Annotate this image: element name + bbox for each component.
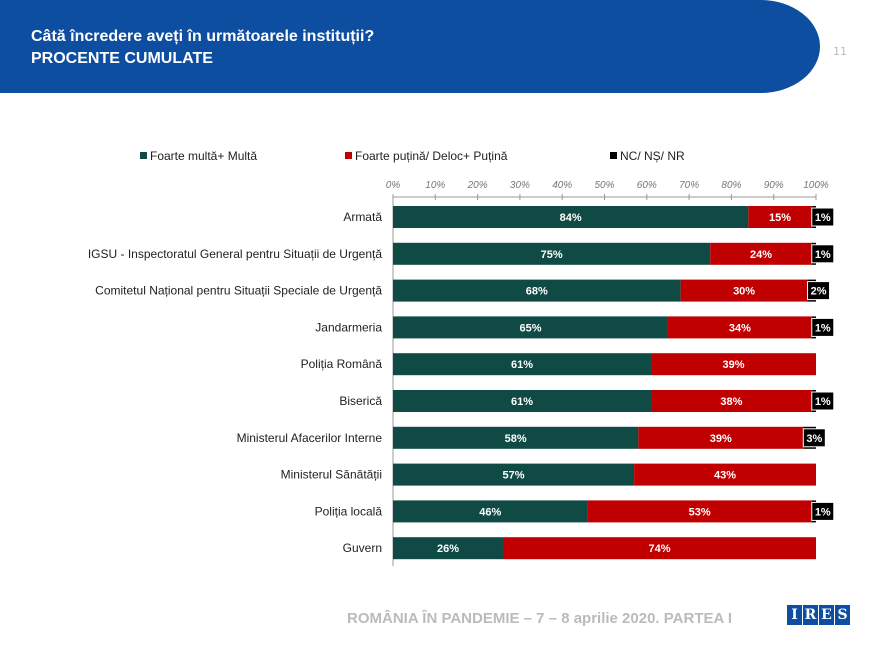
data-label: 75% xyxy=(541,249,563,261)
bar-segment xyxy=(502,537,816,560)
data-label: 57% xyxy=(503,470,525,482)
data-label: 46% xyxy=(479,506,501,518)
legend-label: Foarte multă+ Multă xyxy=(150,149,258,163)
data-label: 58% xyxy=(505,433,527,445)
title-line1: Câtă încredere aveți în următoarele inst… xyxy=(31,28,375,45)
logo-letter: E xyxy=(819,605,834,625)
bar-segment xyxy=(393,537,503,560)
data-label: 39% xyxy=(722,359,744,371)
bar-segment xyxy=(393,426,639,449)
data-label-box xyxy=(811,207,835,227)
data-label: 1% xyxy=(815,249,831,261)
bar-segment xyxy=(587,500,812,523)
page-title: Câtă încredere aveți în următoarele inst… xyxy=(31,26,374,70)
data-label-box xyxy=(811,501,835,521)
x-tick-label: 30% xyxy=(510,180,530,191)
legend-item: Foarte multă+ Multă xyxy=(140,149,257,163)
category-label: Guvern xyxy=(343,541,382,555)
category-label: Poliția Română xyxy=(301,357,383,371)
logo-letter: R xyxy=(803,605,818,625)
x-tick-label: 50% xyxy=(594,180,614,191)
legend-swatch xyxy=(345,152,352,159)
bar-segment xyxy=(393,316,668,339)
x-tick-label: 20% xyxy=(467,180,488,191)
data-label: 74% xyxy=(648,543,670,555)
data-label: 53% xyxy=(689,506,711,518)
bar-segment xyxy=(393,242,711,265)
x-tick-label: 100% xyxy=(803,180,829,191)
x-tick-label: 90% xyxy=(764,180,784,191)
logo-letter: S xyxy=(835,605,850,625)
logo-letter: I xyxy=(787,605,802,625)
legend-label: Foarte puțină/ Deloc+ Puțină xyxy=(355,149,508,163)
legend-item: Foarte puțină/ Deloc+ Puțină xyxy=(345,149,507,163)
data-label: 84% xyxy=(560,212,582,224)
x-tick-label: 60% xyxy=(637,180,657,191)
bar-segment xyxy=(393,206,749,228)
data-label: 2% xyxy=(811,286,827,298)
bar-segment xyxy=(393,500,588,523)
data-label: 3% xyxy=(806,433,822,445)
bar-segment xyxy=(651,390,812,412)
legend-label: NC/ NȘ/ NR xyxy=(620,149,685,163)
data-label-box xyxy=(811,244,835,264)
bar-segment xyxy=(680,279,808,302)
data-label-box xyxy=(811,391,835,411)
bar-segment xyxy=(393,390,652,412)
data-label: 26% xyxy=(437,543,459,555)
data-label: 68% xyxy=(526,286,548,298)
x-tick-label: 10% xyxy=(425,180,445,191)
data-label: 39% xyxy=(710,433,732,445)
footer-text: ROMÂNIA ÎN PANDEMIE – 7 – 8 aprilie 2020… xyxy=(347,610,733,627)
bar-segment xyxy=(393,463,635,486)
data-label: 15% xyxy=(769,212,791,224)
bar-segment xyxy=(710,242,812,265)
data-label: 43% xyxy=(714,470,736,482)
data-label-box xyxy=(807,281,831,301)
data-label: 1% xyxy=(815,212,831,224)
x-tick-label: 0% xyxy=(386,180,401,191)
category-label: Comitetul Național pentru Situații Speci… xyxy=(95,284,382,298)
data-label: 24% xyxy=(750,249,772,261)
header-banner xyxy=(0,0,820,93)
legend-swatch xyxy=(610,152,617,159)
data-label: 38% xyxy=(720,396,742,408)
category-label: Ministerul Sănătății xyxy=(281,468,382,482)
category-label: Ministerul Afacerilor Interne xyxy=(237,431,383,445)
data-label: 61% xyxy=(511,396,533,408)
bar-segment xyxy=(651,353,816,376)
data-label: 1% xyxy=(815,396,831,408)
data-label: 1% xyxy=(815,506,831,518)
data-label: 30% xyxy=(733,286,755,298)
legend-swatch xyxy=(140,152,147,159)
bar-segment xyxy=(667,316,812,339)
legend-item: NC/ NȘ/ NR xyxy=(610,149,685,163)
data-label: 34% xyxy=(729,322,751,334)
data-label-box xyxy=(811,317,835,337)
x-tick-label: 70% xyxy=(679,180,699,191)
x-tick-label: 80% xyxy=(721,180,741,191)
bar-segment xyxy=(638,426,804,449)
category-label: Poliția locală xyxy=(315,504,383,518)
bar-segment xyxy=(634,463,816,486)
chart: 0% 10% 20% 30% 40% 50% 60% 70% 80% 90% 100% Armată 8… xyxy=(88,180,835,566)
x-tick-label: 40% xyxy=(552,180,572,191)
category-label: Jandarmeria xyxy=(315,320,382,334)
data-label: 61% xyxy=(511,359,533,371)
bar-segment xyxy=(748,206,812,228)
data-label-box xyxy=(802,428,826,448)
title-line2: PROCENTE CUMULATE xyxy=(31,50,213,67)
data-label: 1% xyxy=(815,322,831,334)
category-label: Biserică xyxy=(339,394,382,408)
category-label: Armată xyxy=(343,210,382,224)
page-number: 11 xyxy=(833,45,847,58)
bar-segment xyxy=(393,279,681,302)
data-label: 65% xyxy=(519,322,541,334)
bar-segment xyxy=(393,353,652,376)
category-label: IGSU - Inspectoratul General pentru Situ… xyxy=(88,247,382,261)
